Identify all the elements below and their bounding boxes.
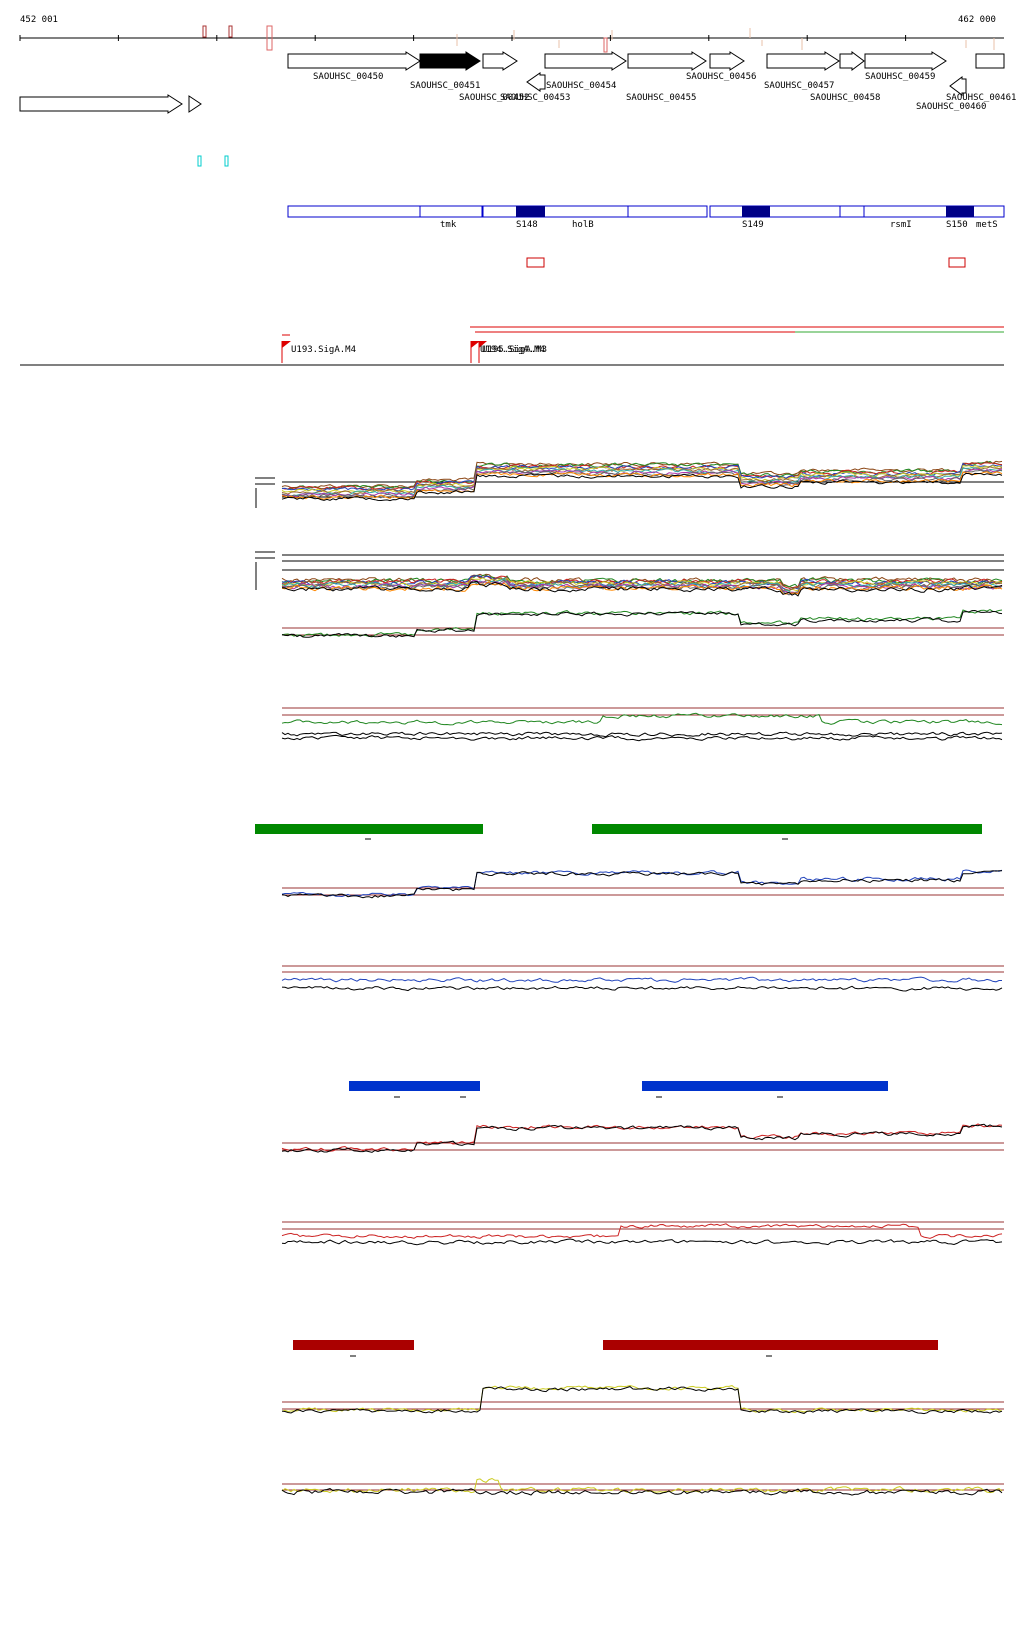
blue-trace-a [281, 869, 1003, 898]
gene-arrow-00453[interactable] [526, 72, 546, 92]
gene-arrow-00457[interactable] [766, 51, 840, 71]
ruler-start-label: 452 001 [20, 15, 58, 25]
gene-arrow-00460[interactable] [949, 76, 967, 96]
promoter-label-u193: U193.SigA.M4 [291, 345, 356, 355]
annotation-label-rsmi: rsmI [890, 220, 912, 230]
gene-label-00451: SAOUHSC_00451 [410, 81, 480, 91]
green-trace-a-black [281, 609, 1003, 638]
gene-label-00453: SAOUHSC_00453 [500, 93, 570, 103]
gene-arrow-00458[interactable] [839, 51, 865, 71]
green-bar-2 [592, 824, 982, 834]
gene-arrow-00451[interactable] [419, 51, 481, 71]
annotation-track: tmk S148 holB S149 rsmI S150 metS [287, 205, 1005, 230]
red-trace-b-black [281, 1238, 1003, 1246]
panel-1-axis [255, 477, 275, 508]
panel-1-trace-8 [281, 469, 1003, 499]
panel-1-trace-2 [281, 462, 1003, 491]
promoter-label-u195: U195.SigA.M3 [482, 345, 547, 355]
gene-arrow-00459[interactable] [864, 51, 947, 71]
blue-trace-a-black [281, 870, 1003, 899]
gene-label-00458: SAOUHSC_00458 [810, 93, 880, 103]
panel-1-trace-7 [281, 468, 1003, 498]
red-trace-a [281, 1123, 1003, 1152]
panel-1-trace-0 [281, 460, 1003, 489]
green-trace-b-black [281, 731, 1003, 738]
blue-trace-b [281, 976, 1002, 983]
ruler-end-label: 462 000 [958, 15, 996, 25]
gene-label-00454: SAOUHSC_00454 [546, 81, 616, 91]
blue-bar-1 [349, 1081, 480, 1091]
yellow-trace-a-black [281, 1386, 1003, 1415]
coordinate-ruler: 452 001 462 000 [19, 15, 1004, 53]
gene-arrow-00461[interactable] [975, 53, 1005, 69]
annotation-label-s148: S148 [516, 220, 538, 230]
gene-label-00452: SAOUHSC_00452 [459, 93, 529, 103]
gene-arrow-left-region[interactable] [19, 94, 183, 114]
panel-2-trace-10 [281, 580, 1003, 597]
gene-arrow-00452[interactable] [482, 51, 518, 71]
gene-label-00450: SAOUHSC_00450 [313, 72, 383, 82]
expression-traces [255, 460, 1004, 1496]
red-trace-a-black [281, 1123, 1003, 1153]
gene-label-00457: SAOUHSC_00457 [764, 81, 834, 91]
gene-track: SAOUHSC_00450 SAOUHSC_00451 SAOUHSC_0045… [19, 51, 1016, 114]
panel-2-axis [255, 551, 275, 590]
red-feature-track [526, 257, 966, 268]
annotation-label-s150: S150 [946, 220, 968, 230]
red-bar-1 [293, 1340, 414, 1350]
panel-1-trace-10 [281, 472, 1003, 502]
gene-arrow-00456[interactable] [709, 51, 745, 71]
gene-label-00455: SAOUHSC_00455 [626, 93, 696, 103]
panel-2-trace-9 [281, 581, 1003, 595]
yellow-trace-b [281, 1477, 1003, 1494]
blue-trace-b-black [281, 985, 1003, 992]
gene-arrow-00454[interactable] [544, 51, 627, 71]
red-bar-2 [603, 1340, 938, 1350]
yellow-trace-b-black [281, 1488, 1003, 1496]
annotation-label-mets: metS [976, 220, 998, 230]
gene-arrow-00455[interactable] [627, 51, 707, 71]
red-trace-b [281, 1223, 1003, 1239]
annotation-label-s149: S149 [742, 220, 764, 230]
promoter-track: U193.SigA.M4 U194.SigA.M4 U195.SigA.M3 [20, 326, 1004, 366]
gene-arrow-00450[interactable] [287, 51, 421, 71]
cyan-feature-track [197, 155, 229, 167]
green-bar-1 [255, 824, 483, 834]
promoter-label-u194: U194.SigA.M4 [480, 345, 545, 355]
panel-1-trace-9 [281, 471, 1003, 500]
gene-label-00461: SAOUHSC_00461 [946, 93, 1016, 103]
gene-arrow-left-small[interactable] [188, 95, 202, 113]
panel-1-trace-4 [281, 465, 1003, 493]
gene-label-00460: SAOUHSC_00460 [916, 102, 986, 112]
blue-bar-2 [642, 1081, 888, 1091]
panel-1-trace-1 [281, 460, 1003, 490]
green-trace-b-black-2 [281, 734, 1003, 742]
gene-label-00459: SAOUHSC_00459 [865, 72, 935, 82]
condition-bars [255, 824, 982, 1357]
annotation-label-holb: holB [572, 220, 594, 230]
gene-label-00456: SAOUHSC_00456 [686, 72, 756, 82]
panel-1-trace-5 [281, 466, 1003, 495]
annotation-label-tmk: tmk [440, 220, 457, 230]
green-trace-b [281, 712, 1003, 726]
